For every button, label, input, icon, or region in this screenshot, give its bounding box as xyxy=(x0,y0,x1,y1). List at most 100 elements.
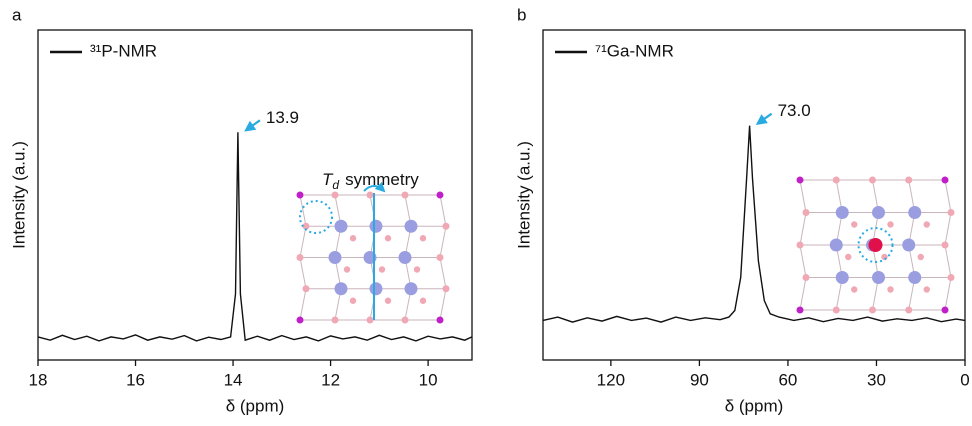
atom xyxy=(349,297,357,304)
bond xyxy=(439,257,447,289)
atom xyxy=(796,306,804,314)
x-tick-label: 16 xyxy=(126,370,145,389)
x-tick-label: 12 xyxy=(321,370,340,389)
legend-label: ³¹P-NMR xyxy=(90,41,157,60)
symmetry-text: symmetry xyxy=(345,170,419,189)
atom xyxy=(832,176,840,184)
center-atom xyxy=(868,238,883,252)
bond xyxy=(799,212,807,246)
atom xyxy=(829,238,843,252)
atom xyxy=(296,191,304,199)
x-tick-label: 18 xyxy=(29,370,48,389)
atom xyxy=(302,285,310,293)
atom xyxy=(917,253,924,261)
atom xyxy=(845,253,852,261)
spectrum-line xyxy=(37,132,473,342)
x-tick-label: 10 xyxy=(419,370,438,389)
atom xyxy=(872,206,885,219)
atom xyxy=(436,191,444,199)
atom xyxy=(413,266,421,273)
bond xyxy=(799,244,807,278)
atom xyxy=(905,176,913,184)
atom xyxy=(404,282,418,296)
bond xyxy=(299,194,307,227)
atom xyxy=(419,235,427,242)
atom xyxy=(851,286,858,293)
atom xyxy=(442,285,450,293)
bond xyxy=(799,179,807,213)
bond xyxy=(944,277,952,311)
bond xyxy=(439,226,447,258)
atom xyxy=(802,274,810,281)
bond xyxy=(944,244,952,278)
x-tick-label: 14 xyxy=(224,370,243,389)
highlight-ring xyxy=(299,200,333,234)
panel-label: a xyxy=(12,5,22,24)
bond xyxy=(299,226,307,258)
bond xyxy=(439,288,447,321)
atom xyxy=(302,222,310,230)
legend-label: ⁷¹Ga-NMR xyxy=(595,41,674,60)
atom xyxy=(369,282,383,296)
atom xyxy=(343,266,351,273)
bond xyxy=(944,179,952,213)
atom xyxy=(941,306,949,314)
spectrum-line xyxy=(542,125,966,323)
annotation-arrow xyxy=(244,119,261,132)
atom xyxy=(851,221,858,228)
atom xyxy=(796,241,804,249)
atom xyxy=(331,191,339,199)
bond xyxy=(299,257,307,289)
molecule-inset xyxy=(796,176,955,314)
panel-label: b xyxy=(517,5,526,24)
atom xyxy=(296,254,304,261)
atom xyxy=(369,219,383,233)
atom xyxy=(908,271,922,284)
atom xyxy=(832,306,840,314)
bond xyxy=(439,194,447,227)
x-tick-label: 90 xyxy=(690,370,709,389)
atom xyxy=(802,209,810,216)
atom xyxy=(442,222,450,230)
rotation-arrow xyxy=(363,181,386,193)
x-axis-label: δ (ppm) xyxy=(725,396,784,415)
highlight-ring xyxy=(857,227,894,263)
atom xyxy=(835,206,849,219)
atom xyxy=(384,297,392,304)
atom xyxy=(334,282,348,296)
atom xyxy=(947,209,955,216)
atom xyxy=(331,316,339,324)
atom xyxy=(941,241,949,249)
molecule-inset xyxy=(296,181,450,324)
bond xyxy=(799,277,807,311)
atom xyxy=(378,266,386,273)
atom xyxy=(869,306,876,314)
atom xyxy=(905,306,913,314)
symmetry-subscript: d xyxy=(332,178,339,192)
atom xyxy=(887,286,894,293)
atom xyxy=(887,221,894,228)
atom xyxy=(366,316,374,324)
atom xyxy=(923,286,930,293)
atom xyxy=(902,238,916,252)
atom xyxy=(349,235,357,242)
atom xyxy=(366,191,374,199)
x-tick-label: 120 xyxy=(597,370,625,389)
atom xyxy=(947,274,955,281)
atom xyxy=(404,219,418,233)
atom xyxy=(296,316,304,324)
atom xyxy=(908,206,922,219)
x-tick-label: 30 xyxy=(867,370,886,389)
atom xyxy=(941,176,949,184)
atom xyxy=(384,235,392,242)
atom xyxy=(923,221,930,228)
atom xyxy=(436,254,444,261)
atom xyxy=(796,176,804,184)
y-axis-label: Intensity (a.u.) xyxy=(9,141,28,249)
atom xyxy=(398,251,412,264)
atom xyxy=(419,297,427,304)
atom xyxy=(872,271,885,284)
x-axis-label: δ (ppm) xyxy=(226,396,285,415)
symmetry-symbol: T xyxy=(322,170,334,189)
